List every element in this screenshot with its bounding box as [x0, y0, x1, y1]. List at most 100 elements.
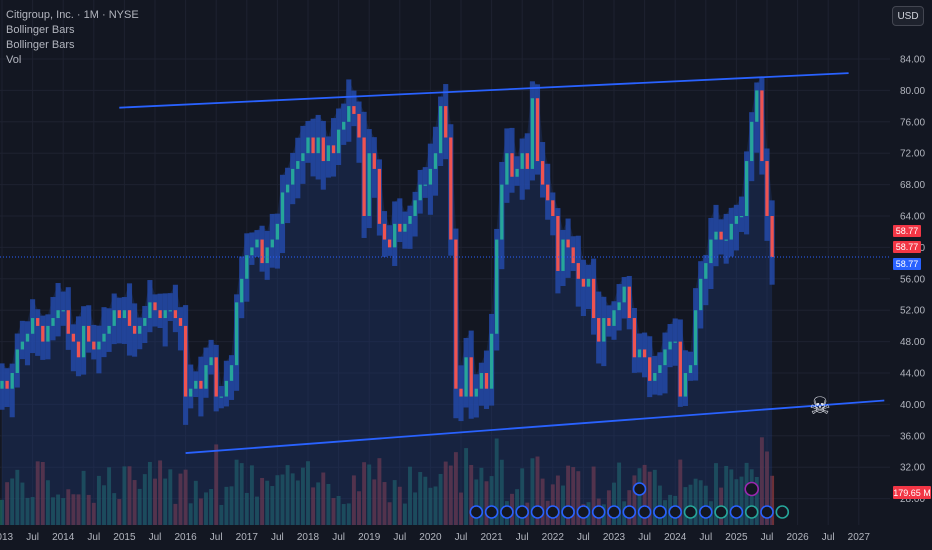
candle-body — [280, 192, 285, 224]
candle-body — [336, 129, 341, 154]
indicator-bollinger-2[interactable]: Bollinger Bars — [6, 39, 75, 51]
candle-body — [683, 373, 688, 397]
volume-bar — [300, 467, 305, 525]
dividend-marker — [469, 505, 484, 519]
candle-body — [505, 153, 509, 185]
candle-body — [459, 388, 463, 397]
candle-body — [102, 333, 106, 342]
candle-body — [576, 263, 580, 279]
candle-body — [495, 239, 499, 334]
volume-bar — [759, 437, 764, 525]
candle-body — [321, 137, 325, 162]
event-markers[interactable] — [469, 481, 790, 519]
currency-button[interactable]: USD — [892, 6, 924, 26]
volume-bar — [209, 488, 214, 525]
svg-text:179.65 M: 179.65 M — [893, 488, 931, 498]
volume-bar — [249, 465, 254, 525]
volume-bar — [617, 462, 622, 525]
candle-body — [520, 153, 524, 169]
last-price-tag-c: 58.77 — [893, 258, 921, 270]
candle-range — [733, 204, 739, 251]
volume-bar — [0, 499, 4, 525]
candle-range — [101, 307, 107, 358]
candle-body — [540, 161, 545, 185]
candle-body — [229, 365, 234, 381]
earnings-marker — [775, 505, 790, 519]
candle-body — [285, 184, 290, 193]
candle-body — [530, 98, 535, 169]
volume-bar — [754, 476, 759, 525]
volume-bar — [678, 459, 683, 525]
candle-range — [152, 294, 158, 327]
candle-body — [408, 216, 412, 224]
candle-body — [377, 168, 382, 224]
candle-body — [719, 231, 723, 240]
candle-body — [637, 349, 642, 358]
candle-body — [178, 318, 183, 326]
volume-bar — [316, 482, 321, 525]
volume-bar — [285, 465, 290, 525]
volume-bar — [448, 465, 453, 525]
dividend-marker — [729, 505, 744, 519]
candle-body — [663, 349, 667, 366]
chart-legend[interactable]: Citigroup, Inc. · 1M · NYSE Bollinger Ba… — [6, 8, 139, 68]
volume-bar — [612, 482, 616, 525]
candle-body — [265, 247, 269, 264]
price-axis-panel[interactable] — [890, 0, 932, 550]
candle-body — [586, 278, 591, 287]
candle-body — [653, 373, 657, 381]
candle-range — [407, 205, 413, 249]
price-tick-label: 72.00 — [900, 149, 925, 160]
price-tick-label: 76.00 — [900, 117, 925, 128]
candle-body — [449, 137, 453, 240]
candle-body — [632, 318, 637, 358]
channel-lines[interactable] — [119, 72, 885, 454]
volume-bar — [576, 471, 581, 525]
candle-body — [597, 318, 601, 342]
volume-bar — [351, 475, 356, 525]
time-axis: 2013 Jul 2014 Jul 2015 Jul 2016 Jul 2017 Jul 2018 J… — [0, 532, 870, 543]
candle-body — [275, 223, 280, 240]
candle-body — [602, 318, 606, 342]
dividend-marker — [653, 505, 667, 519]
indicator-bollinger-1[interactable]: Bollinger Bars — [6, 24, 75, 36]
volume-bar — [321, 472, 326, 525]
volume-bar — [413, 492, 418, 525]
candle-body — [479, 373, 484, 389]
time-tick-label: Jul — [822, 532, 835, 543]
volume-bar — [224, 486, 229, 525]
volume-bar — [71, 494, 76, 525]
volume-bar — [290, 473, 295, 525]
candle-body — [668, 341, 672, 350]
volume-bar — [729, 469, 734, 525]
candle-body — [316, 137, 320, 154]
indicator-volume[interactable]: Vol — [6, 54, 22, 66]
time-tick-label: 2020 — [419, 532, 442, 543]
symbol-title[interactable]: Citigroup, Inc. · 1M · NYSE — [6, 9, 139, 21]
dividend-marker — [561, 505, 575, 519]
candle-body — [566, 239, 570, 248]
volume-bar — [306, 461, 310, 525]
volume-bar — [336, 495, 341, 525]
volume-bar — [739, 476, 744, 525]
volume-bar — [535, 456, 540, 525]
volume-bar — [428, 487, 433, 525]
candle-body — [61, 310, 65, 312]
time-tick-label: 2018 — [297, 532, 320, 543]
volume-bar — [178, 473, 183, 525]
volume-bar — [418, 472, 423, 525]
candle-body — [153, 302, 157, 311]
dividend-marker — [760, 505, 774, 519]
candle-body — [209, 357, 213, 366]
volume-bar — [433, 486, 438, 525]
volume-bar — [117, 499, 122, 525]
dividend-marker — [637, 505, 652, 519]
candle-body — [423, 184, 427, 186]
skull-icon[interactable]: ☠ — [809, 392, 831, 420]
volume-bar — [20, 482, 25, 525]
volume-bar — [765, 451, 769, 525]
candle-body — [571, 247, 575, 264]
candle-body — [117, 310, 121, 319]
volume-bar — [652, 469, 657, 525]
